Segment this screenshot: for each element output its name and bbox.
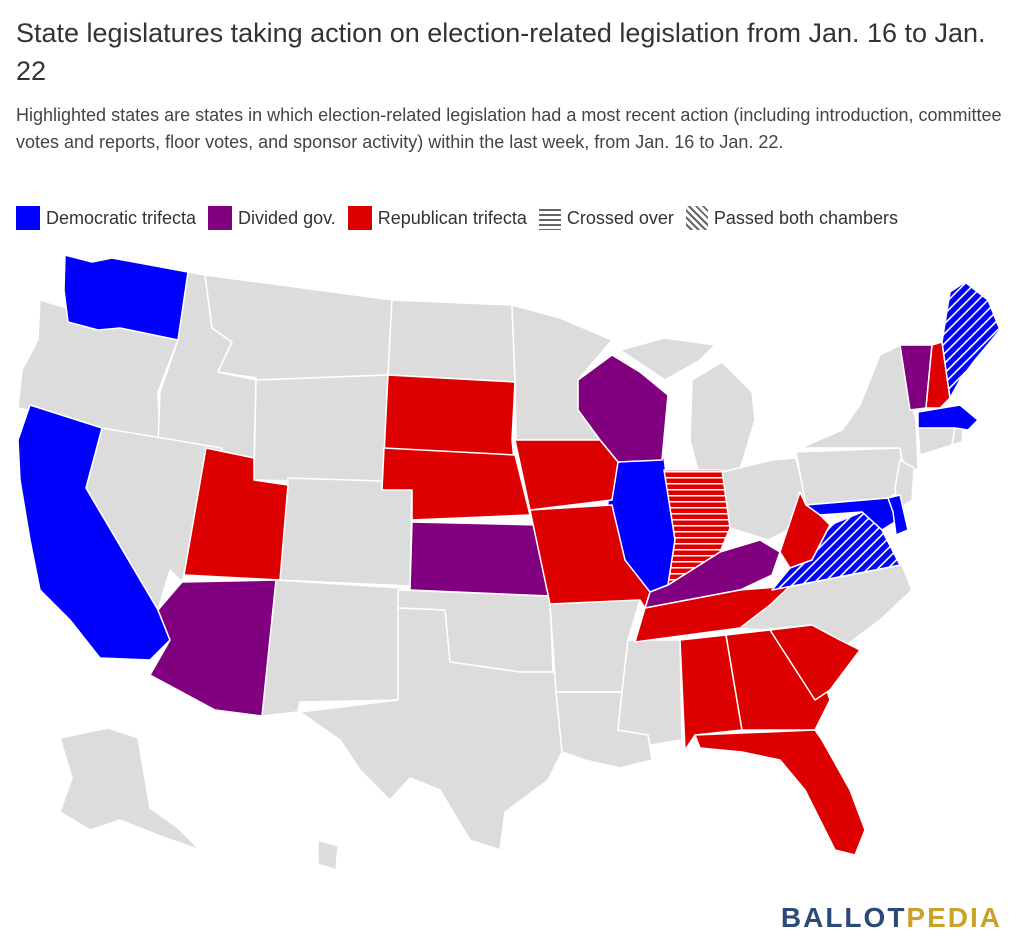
- ballotpedia-logo: BALLOTPEDIA: [781, 902, 1002, 934]
- state-alabama: [679, 634, 743, 751]
- state-kansas: [409, 521, 551, 597]
- legend-swatch-passed-both: [685, 206, 708, 230]
- state-mississippi: [617, 639, 683, 746]
- state-massachusetts: [917, 404, 979, 431]
- state-california: [17, 404, 171, 661]
- us-map: [17, 254, 1001, 871]
- state-iowa: [514, 439, 619, 511]
- legend-label: Democratic trifecta: [46, 207, 197, 228]
- state-virginia: [771, 511, 901, 591]
- state-pennsylvania: [795, 447, 907, 506]
- legend-item-crossed-over: Crossed over: [538, 206, 674, 230]
- state-maine: [941, 281, 1001, 399]
- state-nebraska: [381, 447, 531, 521]
- state-south-carolina: [769, 624, 861, 701]
- state-north-dakota: [387, 299, 516, 383]
- state-delaware: [887, 494, 909, 536]
- legend-item-republican: Republican trifecta: [347, 206, 527, 230]
- state-wisconsin: [577, 354, 669, 463]
- legend-swatch-crossed-over: [538, 206, 561, 230]
- state-montana: [204, 274, 393, 381]
- state-michigan-upper: [619, 337, 716, 381]
- legend-swatch-democratic: [16, 206, 40, 230]
- legend-item-passed-both: Passed both chambers: [685, 206, 899, 230]
- legend-label: Republican trifecta: [377, 207, 527, 228]
- legend: Democratic trifecta Divided gov. Republi…: [16, 205, 910, 231]
- state-hawaii: [317, 839, 339, 871]
- legend-swatch-divided: [208, 206, 233, 230]
- logo-part-2: PEDIA: [906, 902, 1002, 933]
- state-tennessee: [634, 585, 791, 643]
- map-subtitle: Highlighted states are states in which e…: [16, 105, 1002, 152]
- state-washington: [63, 254, 189, 341]
- legend-item-divided: Divided gov.: [208, 206, 336, 230]
- legend-label: Divided gov.: [238, 207, 336, 228]
- state-wyoming: [253, 374, 389, 484]
- state-michigan: [689, 361, 756, 479]
- state-colorado: [277, 477, 413, 587]
- map-title: State legislatures taking action on elec…: [16, 18, 986, 86]
- state-connecticut: [917, 427, 956, 456]
- state-new-mexico: [261, 579, 403, 717]
- state-arizona: [149, 579, 277, 717]
- legend-swatch-republican: [347, 206, 372, 230]
- state-texas: [299, 607, 563, 851]
- legend-item-democratic: Democratic trifecta: [16, 206, 196, 230]
- state-missouri: [529, 504, 651, 609]
- state-utah: [183, 447, 289, 581]
- legend-label: Passed both chambers: [713, 207, 899, 228]
- state-alaska: [59, 727, 201, 851]
- state-indiana: [663, 469, 731, 586]
- logo-part-1: BALLOT: [780, 902, 907, 933]
- legend-label: Crossed over: [566, 207, 674, 228]
- state-florida: [694, 729, 866, 856]
